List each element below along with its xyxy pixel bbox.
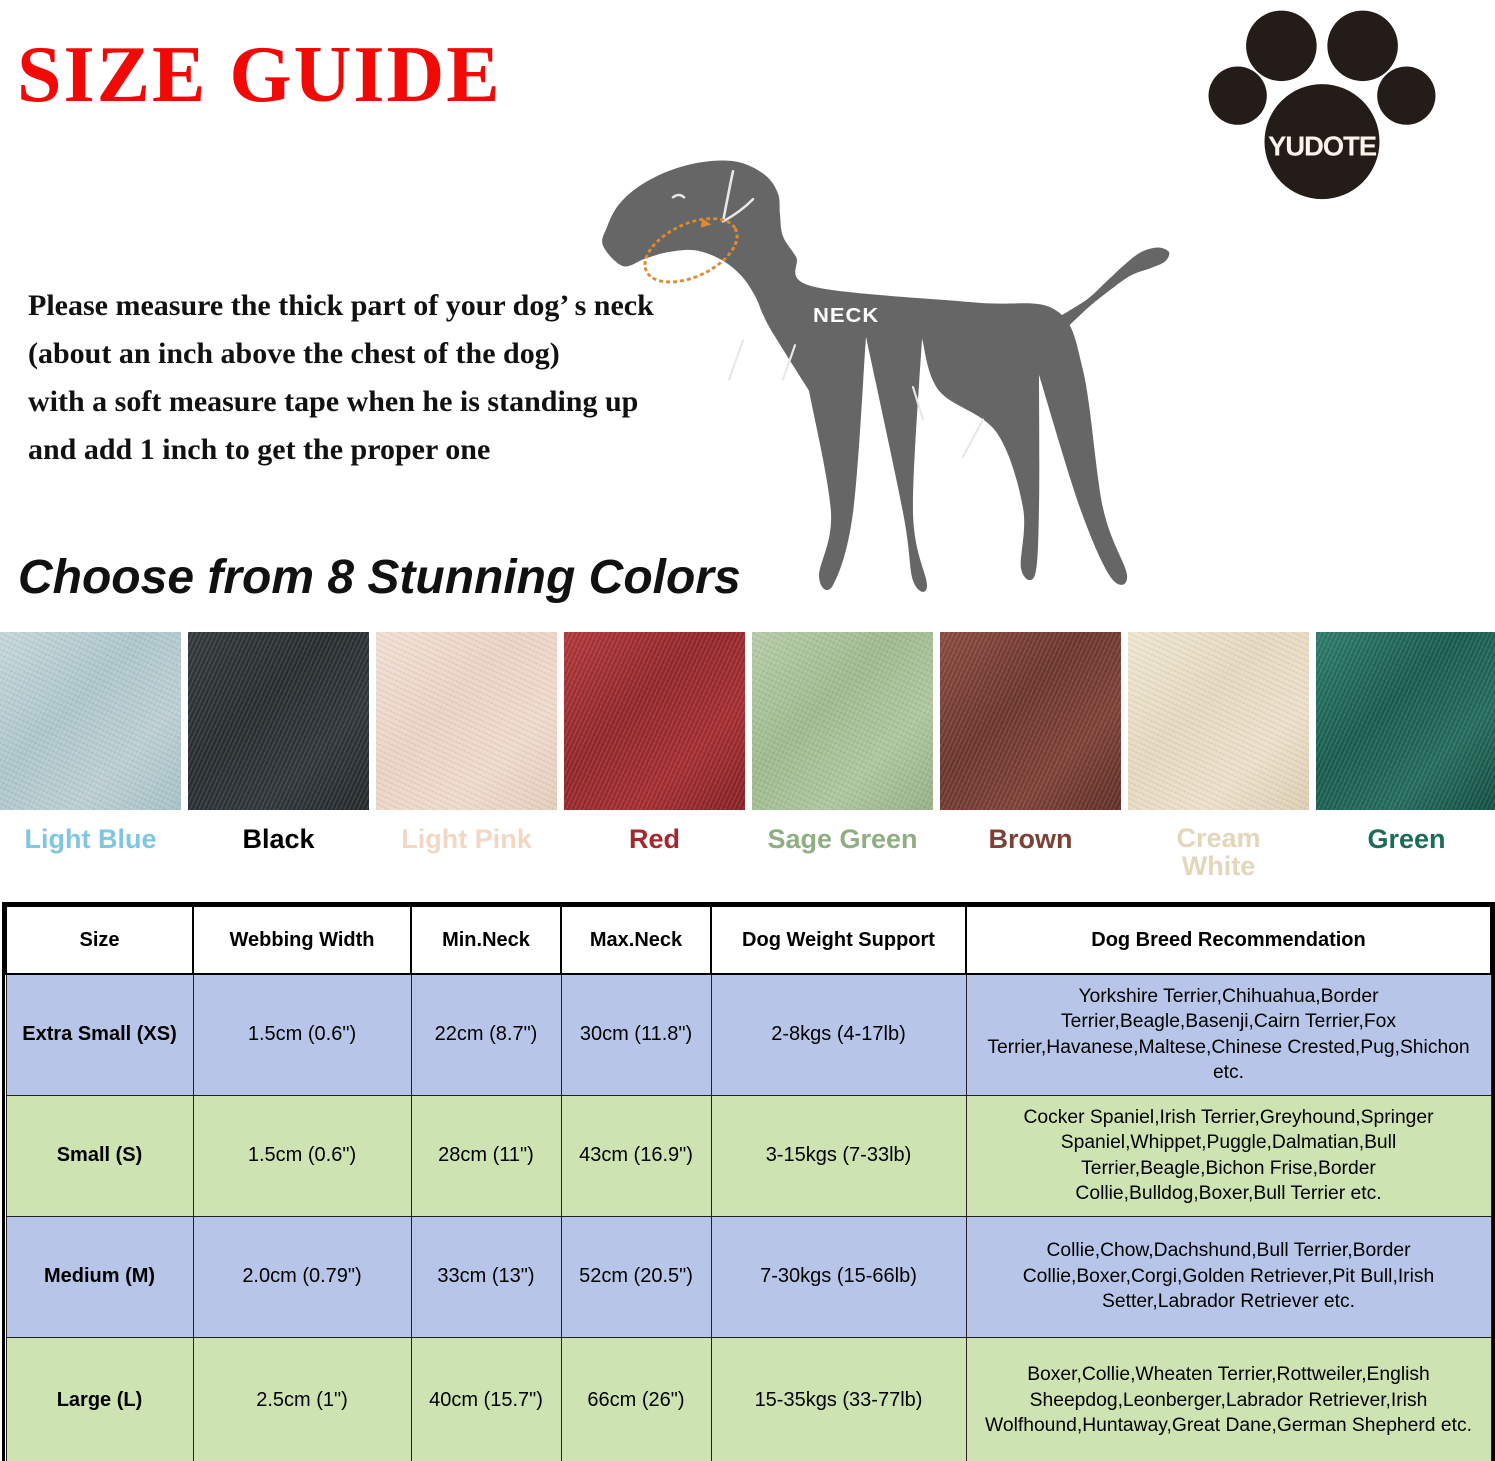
svg-text:NECK: NECK — [813, 304, 879, 327]
svg-text:YUDOTE: YUDOTE — [1268, 130, 1377, 161]
